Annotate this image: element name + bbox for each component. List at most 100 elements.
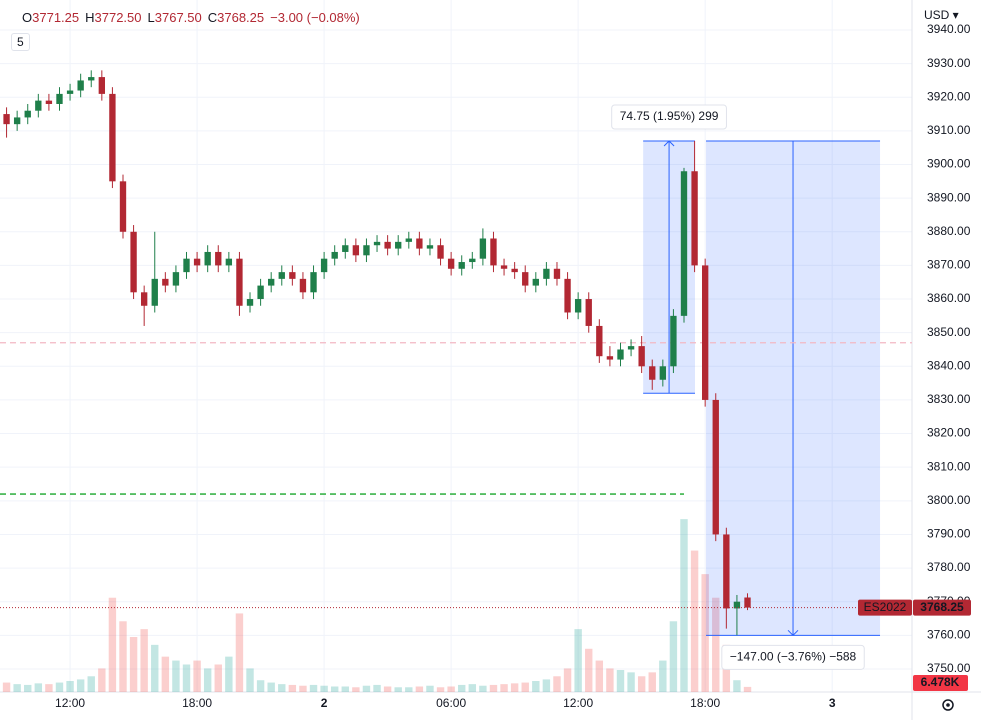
candle-body: [56, 93, 63, 104]
measure-label-text: 74.75 (1.95%) 299: [620, 109, 719, 123]
candle-body: [310, 272, 317, 293]
price-tag-text: 3768.25: [920, 600, 964, 614]
candle-body: [416, 238, 423, 249]
volume-bar: [553, 676, 561, 692]
ohlc-item: L3767.50: [148, 10, 202, 25]
settings-button[interactable]: [942, 699, 954, 711]
volume-bar: [278, 684, 286, 692]
x-tick-label: 2: [321, 696, 328, 710]
volume-bar: [563, 668, 572, 692]
currency-menu[interactable]: USD ▾: [924, 8, 959, 22]
candle-body: [670, 315, 677, 367]
volume-bar: [98, 668, 106, 692]
volume-bar: [701, 574, 709, 692]
volume-bar: [320, 685, 328, 692]
volume-bar: [743, 686, 752, 692]
ohlc-key: H: [85, 10, 95, 25]
candle-body: [500, 265, 508, 269]
volume-bar: [458, 684, 466, 692]
candle-body: [606, 356, 614, 360]
candle-body: [13, 117, 21, 125]
candle-body: [119, 181, 127, 232]
candle-body: [649, 366, 656, 380]
y-tick-label: 3850.00: [927, 325, 971, 339]
candle-body: [395, 241, 402, 249]
candle-body: [458, 262, 465, 269]
volume-bar: [246, 668, 254, 692]
volume-bar: [341, 686, 349, 692]
candle-body: [320, 258, 328, 273]
volume-bar: [606, 668, 614, 692]
ohlc-key: O: [22, 10, 33, 25]
volume-bar: [129, 637, 138, 692]
volume-bar: [627, 672, 635, 692]
volume-bar: [256, 680, 265, 692]
candle-body: [405, 238, 412, 242]
volume-bar: [203, 668, 212, 692]
candle-body: [77, 80, 84, 91]
y-tick-label: 3800.00: [927, 493, 971, 507]
y-tick-label: 3860.00: [927, 291, 971, 305]
ohlc-header: O3771.25 H3772.50 L3767.50 C3768.25 −3.00 (−…: [22, 10, 360, 25]
volume-bar: [2, 682, 11, 692]
y-tick-label: 3900.00: [927, 157, 971, 171]
gear-icon: [946, 703, 950, 707]
candle-body: [268, 278, 275, 286]
volume-bar: [288, 684, 297, 692]
x-tick-label: 12:00: [55, 696, 85, 710]
volume-bar: [55, 682, 64, 692]
interval: 5: [17, 35, 24, 49]
candle-body: [617, 349, 624, 360]
volume-bar: [500, 684, 508, 692]
measure-label-text: −147.00 (−3.76%) −588: [730, 650, 857, 664]
x-tick-label: 12:00: [563, 696, 593, 710]
volume-bar: [415, 686, 424, 692]
volume-bar: [521, 682, 529, 692]
volume-bar: [172, 660, 180, 692]
measure-label-box: [721, 644, 865, 670]
volume-tag: [913, 675, 968, 691]
y-tick-label: 3780.00: [927, 560, 971, 574]
y-tick-label: 3930.00: [927, 56, 971, 70]
candle-body: [109, 93, 116, 182]
candle-body: [426, 245, 434, 249]
candle-body: [299, 278, 307, 293]
symbol-tag-text: ES2022: [864, 600, 907, 614]
x-tick-label: 18:00: [182, 696, 212, 710]
volume-bar: [648, 672, 656, 692]
candle-body: [723, 534, 730, 609]
candle-body: [553, 268, 561, 279]
candle-body: [151, 278, 158, 306]
candle-body: [98, 77, 106, 94]
volume-bar: [637, 676, 646, 692]
candle-body: [35, 100, 42, 111]
volume-bar: [66, 681, 74, 692]
candle-body: [701, 265, 709, 400]
volume-bar: [669, 621, 678, 692]
volume-bar: [161, 656, 170, 692]
ohlc-item: O3771.25: [22, 10, 79, 25]
candle-body: [479, 238, 487, 259]
volume-bar: [447, 686, 455, 692]
volume-bar: [585, 648, 593, 692]
volume-bar: [616, 670, 625, 692]
volume-bar: [352, 687, 360, 692]
volume-bar: [140, 629, 148, 692]
x-tick-label: 3: [829, 696, 836, 710]
y-tick-label: 3840.00: [927, 358, 971, 372]
candle-body: [437, 245, 444, 259]
candle-body: [744, 597, 751, 608]
volume-bar: [119, 621, 127, 692]
volume-bar: [659, 660, 667, 692]
candle-body: [384, 241, 391, 249]
volume-bar: [235, 613, 244, 692]
y-tick-label: 3920.00: [927, 89, 971, 103]
volume-bar: [479, 685, 487, 692]
volume-bar: [510, 683, 519, 692]
volume-bar: [680, 519, 688, 692]
volume-bar: [394, 687, 402, 692]
candle-body: [733, 601, 741, 609]
volume-bar: [267, 682, 275, 692]
candle-body: [627, 346, 635, 350]
interval-button[interactable]: 5: [11, 33, 30, 51]
